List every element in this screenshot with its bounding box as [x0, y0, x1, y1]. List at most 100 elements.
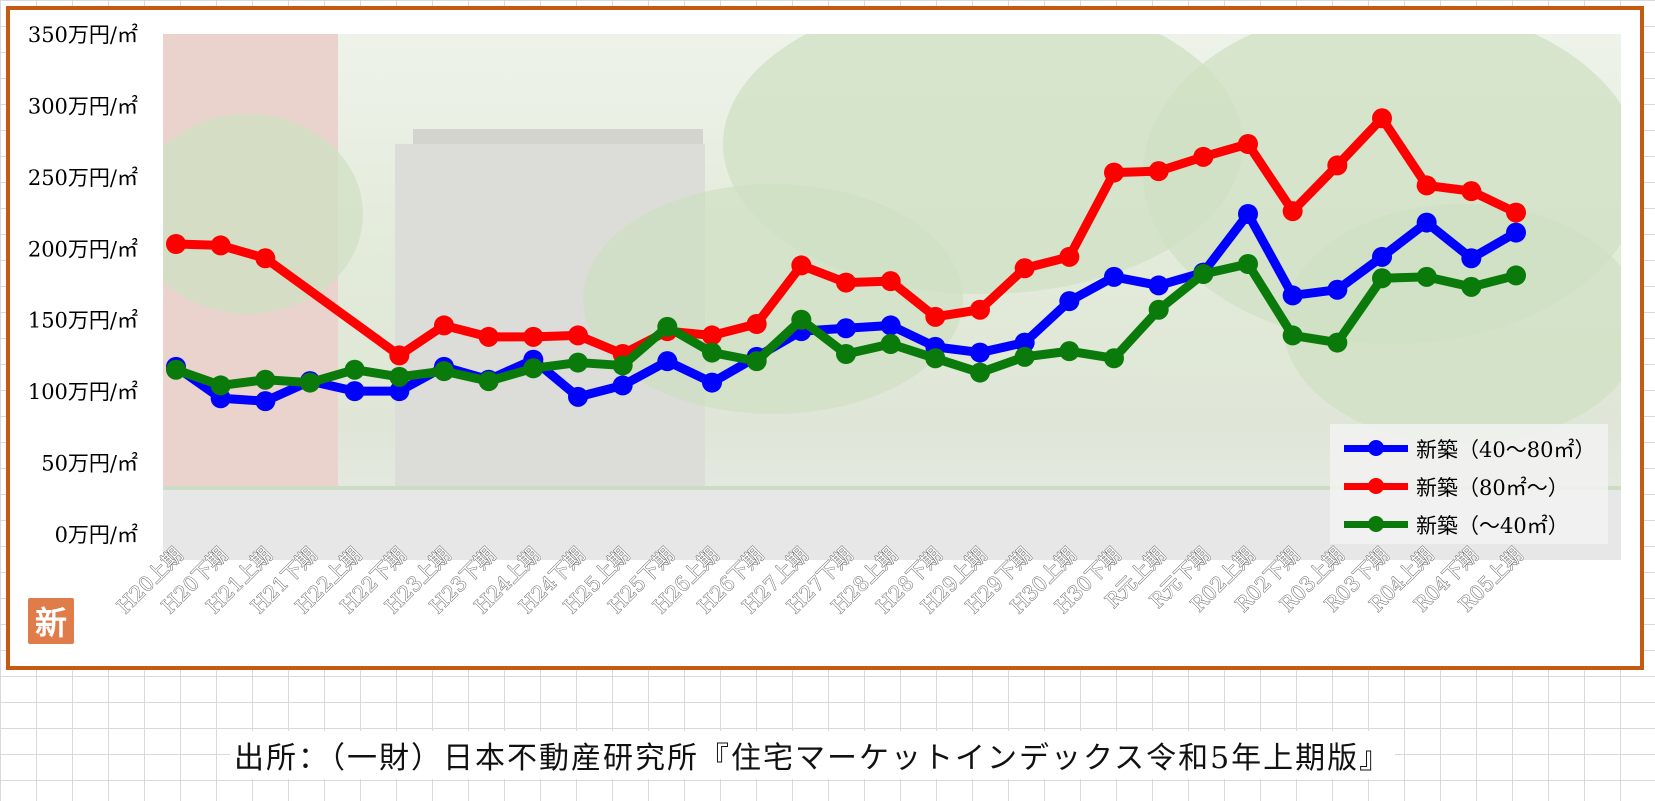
data-point — [568, 386, 588, 407]
data-point — [1372, 246, 1392, 267]
data-point — [568, 352, 588, 373]
data-point — [1148, 161, 1169, 182]
data-point — [791, 255, 812, 276]
data-point — [1148, 275, 1169, 296]
data-point — [746, 314, 767, 334]
data-point — [925, 306, 946, 327]
data-point — [1282, 325, 1303, 346]
legend-label: 新築（80㎡～） — [1416, 476, 1569, 500]
data-point — [1059, 246, 1080, 267]
data-point — [880, 271, 901, 292]
tree — [163, 114, 363, 314]
y-tick-label: 300万円/㎡ — [28, 94, 138, 118]
data-point — [1238, 254, 1258, 274]
legend-item-green: 新築（～40㎡） — [1330, 504, 1608, 540]
data-point — [1193, 264, 1214, 284]
data-point — [791, 309, 812, 330]
data-point — [880, 315, 901, 336]
y-tick-label: 350万円/㎡ — [28, 23, 138, 47]
data-point — [1416, 175, 1437, 196]
data-point — [657, 351, 678, 372]
data-point — [836, 344, 856, 364]
data-point — [344, 381, 365, 402]
legend-marker — [1368, 478, 1384, 494]
data-point — [1372, 268, 1392, 289]
legend-item-blue: 新築（40～80㎡） — [1330, 428, 1608, 464]
data-point — [970, 299, 990, 320]
data-point — [1059, 291, 1080, 312]
data-point — [1506, 222, 1526, 243]
data-point — [1238, 134, 1258, 154]
data-point — [702, 325, 722, 346]
data-point — [1416, 266, 1437, 287]
legend-label: 新築（～40㎡） — [1416, 514, 1569, 538]
data-point — [1416, 212, 1437, 233]
data-point — [612, 355, 633, 376]
data-point — [300, 372, 320, 393]
data-point — [389, 345, 410, 366]
data-point — [1104, 266, 1124, 287]
data-point — [1014, 346, 1035, 367]
data-point — [1148, 299, 1169, 320]
data-point — [880, 334, 901, 354]
y-tick-label: 250万円/㎡ — [28, 166, 138, 190]
legend-marker — [1368, 516, 1384, 532]
legend-marker — [1368, 440, 1384, 456]
data-point — [166, 359, 186, 380]
data-point — [1506, 265, 1526, 286]
data-point — [1238, 204, 1258, 224]
data-point — [1461, 181, 1482, 202]
data-point — [389, 381, 410, 402]
data-point — [657, 316, 678, 337]
data-point — [389, 366, 410, 387]
data-point — [970, 362, 990, 383]
data-point — [702, 342, 722, 363]
data-point — [1282, 201, 1303, 222]
data-point — [1014, 258, 1035, 279]
data-point — [523, 326, 544, 347]
data-point — [970, 342, 990, 363]
data-point — [1014, 332, 1035, 353]
data-point — [255, 248, 276, 269]
data-point — [166, 234, 186, 254]
data-point — [434, 315, 454, 336]
data-point — [702, 372, 722, 393]
source-note: 出所：（一財）日本不動産研究所『住宅マーケットインデックス令和5年上期版』 — [230, 731, 1396, 779]
data-point — [836, 272, 856, 293]
data-point — [1461, 248, 1482, 269]
data-point — [1327, 279, 1348, 300]
data-point — [478, 371, 499, 392]
data-point — [612, 375, 633, 396]
y-tick-label: 150万円/㎡ — [28, 309, 138, 333]
data-point — [1193, 146, 1214, 167]
data-point — [1059, 341, 1080, 362]
y-tick-label: 50万円/㎡ — [41, 452, 138, 476]
y-tick-label: 100万円/㎡ — [28, 380, 138, 404]
data-point — [746, 351, 767, 372]
data-point — [925, 348, 946, 369]
data-point — [1506, 202, 1526, 223]
data-point — [1104, 162, 1124, 183]
data-point — [568, 325, 588, 346]
data-point — [1327, 332, 1348, 353]
legend: 新築（40～80㎡） 新築（80㎡～） 新築（～40㎡） — [1330, 424, 1608, 544]
data-point — [210, 235, 231, 256]
legend-item-red: 新築（80㎡～） — [1330, 466, 1608, 502]
y-tick-label: 200万円/㎡ — [28, 237, 138, 261]
data-point — [1372, 108, 1392, 129]
data-point — [1104, 348, 1124, 369]
legend-label: 新築（40～80㎡） — [1416, 438, 1596, 462]
new-stamp: 新 — [28, 598, 74, 644]
data-point — [255, 369, 276, 390]
data-point — [344, 359, 365, 380]
data-point — [478, 326, 499, 347]
data-point — [1461, 276, 1482, 297]
y-tick-label: 0万円/㎡ — [55, 523, 138, 547]
data-point — [836, 318, 856, 339]
data-point — [1327, 155, 1348, 176]
data-point — [255, 391, 276, 412]
data-point — [434, 361, 454, 382]
data-point — [210, 375, 231, 396]
data-point — [523, 358, 544, 379]
